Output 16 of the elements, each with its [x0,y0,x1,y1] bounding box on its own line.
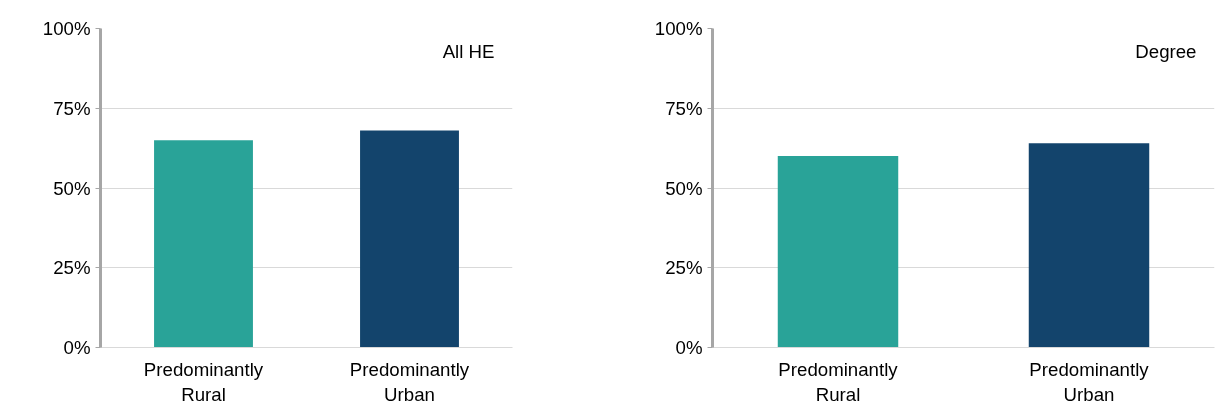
y-tick-label: 0% [675,337,703,358]
y-tick-label: 25% [53,257,91,279]
y-tick-label: 75% [53,97,91,119]
x-tick-label: Predominantly Rural [143,358,264,405]
y-tick-label: 50% [665,177,703,199]
x-tick-label: Predominantly Rural [778,358,899,405]
y-tick-label: 100% [654,18,703,39]
x-tick-label: Predominantly Urban [349,358,470,405]
y-tick-label: 75% [665,97,703,119]
y-tick-label: 50% [53,177,91,199]
annotation: Degree [1135,40,1197,62]
y-tick-label: 100% [42,18,91,39]
y-tick-label: 25% [665,257,703,279]
x-tick-label: Predominantly Urban [1029,358,1150,405]
annotation: All HE [442,40,495,62]
y-tick-label: 0% [63,337,91,358]
